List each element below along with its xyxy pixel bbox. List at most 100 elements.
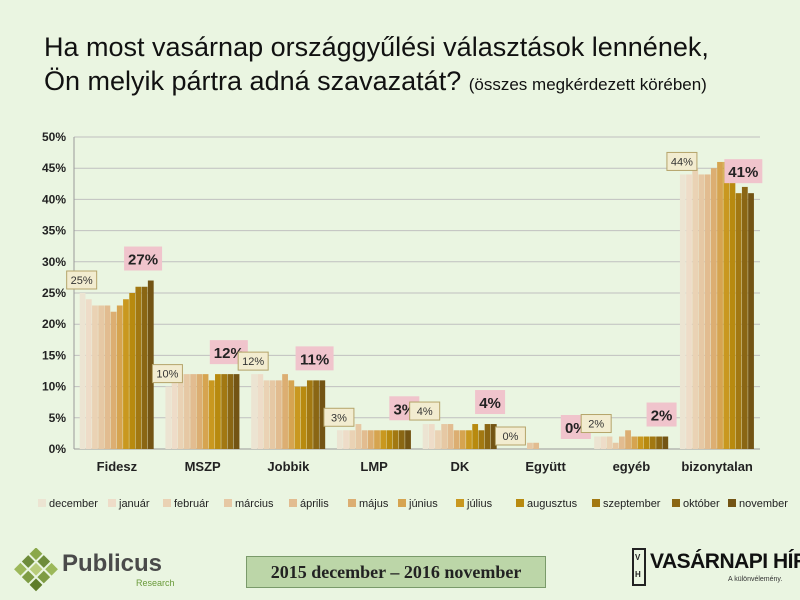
bar bbox=[723, 161, 730, 449]
data-label-box bbox=[580, 414, 612, 434]
bar bbox=[282, 374, 288, 449]
x-tick-label: bizonytalan bbox=[681, 459, 753, 474]
bar bbox=[269, 380, 276, 449]
x-tick-label: MSZP bbox=[185, 459, 221, 474]
title-line-2: Ön melyik pártra adná szavazatát? (össze… bbox=[44, 64, 784, 102]
bar bbox=[374, 430, 380, 449]
bar bbox=[104, 305, 111, 449]
bar bbox=[392, 430, 399, 449]
bar bbox=[686, 174, 692, 449]
data-label: 4% bbox=[479, 395, 501, 412]
bar bbox=[294, 386, 301, 449]
bar bbox=[453, 430, 460, 449]
bar bbox=[735, 193, 742, 449]
period-label: 2015 december – 2016 november bbox=[246, 556, 546, 588]
bar bbox=[679, 174, 686, 449]
legend-label: április bbox=[300, 498, 329, 510]
bar bbox=[704, 174, 711, 449]
title-line-2-text: Ön melyik pártra adná szavazatát? bbox=[44, 66, 462, 96]
subtitle: (összes megkérdezett körében) bbox=[468, 75, 707, 94]
data-label-box bbox=[409, 401, 441, 421]
y-tick-label: 15% bbox=[42, 348, 66, 362]
bar bbox=[618, 436, 625, 449]
vasarnapi-hirek-logo: V H VASÁRNAPI HÍREK A különvélemény. bbox=[632, 548, 800, 590]
data-label: 12% bbox=[242, 356, 264, 368]
bar bbox=[729, 161, 736, 449]
bar bbox=[472, 424, 479, 449]
bar bbox=[594, 436, 600, 449]
data-label-box bbox=[323, 407, 355, 427]
legend-swatch bbox=[348, 499, 356, 507]
legend-swatch bbox=[592, 499, 600, 507]
data-label-box bbox=[475, 390, 506, 415]
legend-label: május bbox=[359, 498, 389, 510]
bar bbox=[288, 380, 295, 449]
bar bbox=[355, 424, 362, 449]
data-label: 0% bbox=[502, 431, 518, 443]
bar bbox=[600, 436, 607, 449]
bar bbox=[643, 436, 650, 449]
bar bbox=[251, 374, 257, 449]
bar bbox=[177, 374, 184, 449]
x-tick-label: LMP bbox=[360, 459, 388, 474]
bar bbox=[85, 299, 92, 449]
bar bbox=[422, 424, 429, 449]
bar bbox=[361, 430, 368, 449]
data-label-box bbox=[66, 270, 98, 290]
y-tick-label: 50% bbox=[42, 130, 66, 144]
data-label-box bbox=[494, 426, 526, 446]
bar bbox=[135, 286, 142, 449]
data-label-box bbox=[237, 351, 269, 371]
x-tick-label: DK bbox=[450, 459, 469, 474]
vh-mark-bottom: H bbox=[635, 570, 641, 579]
x-tick-label: Jobbik bbox=[267, 459, 310, 474]
bar bbox=[349, 430, 356, 449]
legend-swatch bbox=[398, 499, 406, 507]
publicus-tag: Research bbox=[136, 578, 175, 588]
data-label-box bbox=[724, 159, 763, 184]
bar bbox=[435, 430, 441, 449]
legend-label: március bbox=[235, 498, 274, 510]
legend-label: január bbox=[118, 498, 150, 510]
bar bbox=[466, 430, 472, 449]
bar bbox=[116, 305, 123, 449]
bar bbox=[649, 436, 656, 449]
title-line-1: Ha most vasárnap országgyűlési választás… bbox=[44, 32, 709, 62]
legend-swatch bbox=[516, 499, 524, 507]
data-label: 2% bbox=[651, 408, 673, 425]
bar bbox=[313, 380, 319, 449]
bar bbox=[662, 436, 669, 449]
bar bbox=[202, 374, 209, 449]
data-label-box bbox=[295, 346, 334, 371]
data-label-box bbox=[646, 402, 677, 427]
bar bbox=[306, 380, 313, 449]
legend-swatch bbox=[289, 499, 297, 507]
bar bbox=[233, 374, 240, 449]
bar bbox=[215, 374, 221, 449]
bar bbox=[208, 380, 215, 449]
vh-mark-top: V bbox=[635, 553, 641, 562]
y-tick-label: 30% bbox=[42, 255, 66, 269]
bar bbox=[748, 193, 754, 449]
bar bbox=[631, 436, 638, 449]
bar bbox=[336, 430, 343, 449]
bar bbox=[398, 430, 405, 449]
bar bbox=[637, 436, 644, 449]
bar bbox=[319, 380, 326, 449]
bar bbox=[367, 430, 374, 449]
bar bbox=[196, 374, 203, 449]
legend-label: szeptember bbox=[603, 498, 661, 510]
publicus-diamond-icon bbox=[14, 548, 58, 592]
legend-swatch bbox=[456, 499, 464, 507]
bar bbox=[123, 299, 129, 449]
data-label: 12% bbox=[214, 345, 244, 362]
bar bbox=[741, 186, 748, 450]
bar bbox=[490, 424, 497, 449]
bar bbox=[141, 286, 148, 449]
data-label: 2% bbox=[588, 419, 604, 431]
bar bbox=[227, 374, 234, 449]
bar bbox=[478, 430, 485, 449]
vh-mark-icon: V H bbox=[632, 548, 646, 586]
data-label: 10% bbox=[156, 369, 178, 381]
x-tick-label: Együtt bbox=[525, 459, 566, 474]
